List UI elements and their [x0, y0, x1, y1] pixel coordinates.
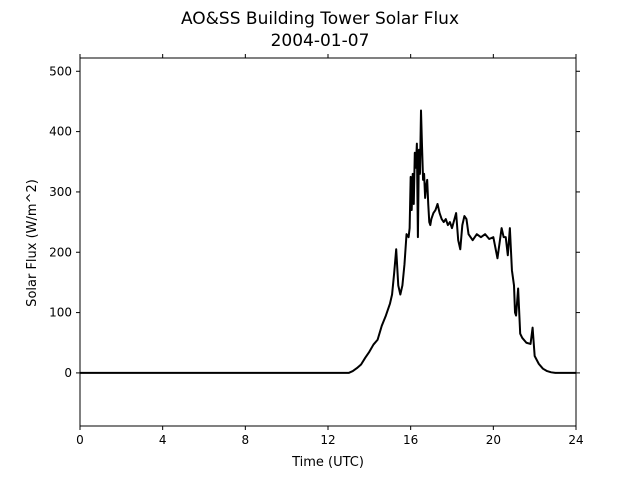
- y-tick-label: 500: [49, 64, 72, 78]
- y-tick-label: 400: [49, 125, 72, 139]
- y-tick-label: 300: [49, 185, 72, 199]
- chart-subtitle: 2004-01-07: [271, 31, 370, 51]
- chart-title: AO&SS Building Tower Solar Flux: [181, 9, 459, 29]
- x-axis-label: Time (UTC): [291, 455, 364, 470]
- x-tick-label: 24: [568, 433, 583, 447]
- y-tick-label: 200: [49, 245, 72, 259]
- y-tick-label: 0: [64, 366, 72, 380]
- y-axis-label: Solar Flux (W/m^2): [25, 179, 40, 307]
- x-tick-label: 0: [76, 433, 84, 447]
- x-tick-label: 4: [159, 433, 167, 447]
- x-tick-label: 16: [403, 433, 418, 447]
- y-tick-label: 100: [49, 306, 72, 320]
- x-tick-label: 8: [242, 433, 250, 447]
- x-tick-label: 20: [486, 433, 501, 447]
- x-tick-label: 12: [320, 433, 335, 447]
- series-line: [80, 109, 576, 374]
- tick-group: 0 4 8 12 16 20 24 0 100 200 300 400 500: [49, 54, 584, 447]
- plot-frame: [79, 57, 577, 427]
